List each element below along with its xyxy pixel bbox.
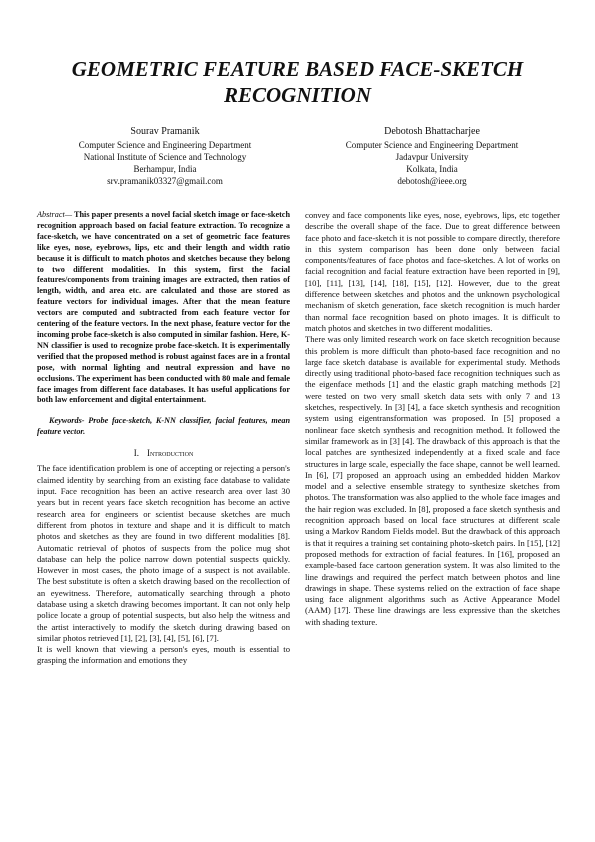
right-column: convey and face components like eyes, no… (305, 210, 560, 628)
abstract-text: This paper presents a novel facial sketc… (37, 210, 290, 405)
author-name: Debotosh Bhattacharjee (384, 126, 480, 137)
left-column: Abstract— This paper presents a novel fa… (37, 210, 290, 667)
section-heading: I. Introduction (37, 448, 290, 459)
keywords-text: Probe face-sketch, K-NN classifier, faci… (37, 416, 290, 437)
paragraph: convey and face components like eyes, no… (305, 210, 560, 333)
section-number: I. (133, 448, 139, 459)
affiliation: Kolkata, India (406, 164, 458, 174)
affiliation: Computer Science and Engineering Departm… (345, 140, 519, 150)
keywords: Keywords- Probe face-sketch, K-NN classi… (37, 416, 290, 438)
email: srv.pramanik03327@gmail.com (107, 176, 223, 186)
paragraph: There was only limited research work on … (305, 334, 560, 627)
author-block: Sourav Pramanik Computer Science and Eng… (35, 126, 295, 187)
abstract: Abstract— This paper presents a novel fa… (37, 210, 290, 406)
author-name: Sourav Pramanik (130, 126, 200, 137)
affiliation: Berhampur, India (133, 164, 197, 174)
paragraph: It is well known that viewing a person's… (37, 644, 290, 666)
paper-title: GEOMETRIC FEATURE BASED FACE-SKETCH RECO… (71, 57, 524, 107)
affiliation: Computer Science and Engineering Departm… (78, 140, 252, 150)
keywords-label: Keywords- (49, 416, 85, 426)
affiliation: National Institute of Science and Techno… (83, 152, 247, 162)
section-title: Introduction (146, 448, 194, 459)
abstract-label: Abstract— (37, 210, 73, 219)
affiliation: Jadavpur University (395, 152, 469, 162)
author-block: Debotosh Bhattacharjee Computer Science … (302, 126, 562, 187)
email: debotosh@ieee.org (397, 176, 467, 186)
paragraph: The face identification problem is one o… (37, 463, 290, 643)
